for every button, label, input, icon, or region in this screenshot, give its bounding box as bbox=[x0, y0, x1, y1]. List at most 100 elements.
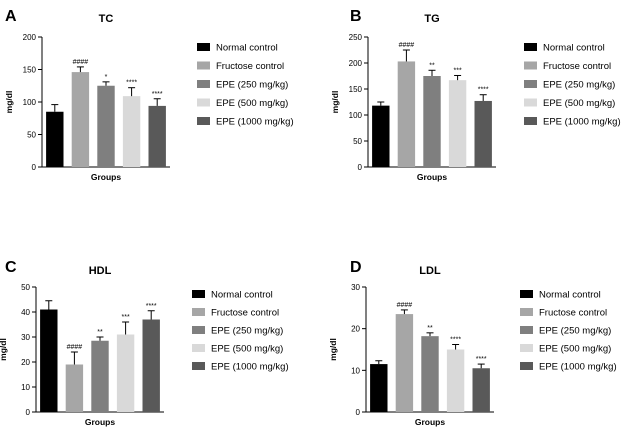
panel-c-y-axis-label: mg/dl bbox=[0, 338, 8, 361]
panel-c-title: HDL bbox=[89, 265, 112, 277]
panel-a-significance-label: #### bbox=[73, 59, 89, 66]
panel-d-legend-swatch bbox=[520, 362, 533, 370]
panel-c-legend-swatch bbox=[192, 362, 205, 370]
panel-a-y-tick-label: 100 bbox=[23, 98, 37, 107]
panel-c-significance-label: ** bbox=[97, 329, 103, 336]
panel-a-y-tick-label: 50 bbox=[27, 131, 36, 140]
panel-b-bar bbox=[423, 76, 441, 167]
panel-b-y-tick-label: 150 bbox=[349, 85, 363, 94]
panel-d-legend-label: EPE (1000 mg/kg) bbox=[539, 362, 617, 373]
panel-d-legend-label: Normal control bbox=[539, 290, 601, 301]
panel-d-bar bbox=[472, 368, 490, 412]
panel-a-y-axis-label: mg/dl bbox=[4, 91, 14, 114]
panel-b-legend-swatch bbox=[524, 43, 537, 51]
panel-d-legend-swatch bbox=[520, 326, 533, 334]
panel-b-legend-label: Fructose control bbox=[543, 61, 611, 72]
panel-d-bar bbox=[446, 349, 465, 412]
panel-d-significance-label: **** bbox=[476, 356, 487, 363]
panel-a-letter: A bbox=[5, 8, 17, 25]
panel-c-legend-swatch bbox=[192, 308, 205, 316]
panel-c-y-tick-label: 0 bbox=[26, 408, 31, 417]
panel-d-bar bbox=[395, 314, 414, 412]
panel-b-letter: B bbox=[350, 8, 362, 25]
panel-c-legend-swatch bbox=[192, 290, 205, 298]
panel-c-y-tick-label: 20 bbox=[21, 358, 30, 367]
panel-d-legend-swatch bbox=[520, 308, 533, 316]
panel-c-legend-label: Fructose control bbox=[211, 308, 279, 319]
panel-b-legend-label: EPE (500 mg/kg) bbox=[543, 98, 615, 109]
panel-c-legend-swatch bbox=[192, 344, 205, 352]
panel-d-legend-swatch bbox=[520, 344, 533, 352]
panel-a-significance-label: * bbox=[105, 74, 108, 81]
panel-a-y-tick-label: 200 bbox=[23, 33, 37, 42]
panel-b-legend-label: EPE (250 mg/kg) bbox=[543, 80, 615, 91]
panel-a-y-tick-label: 0 bbox=[32, 163, 37, 172]
panel-b-significance-label: ** bbox=[429, 62, 435, 69]
panel-a-x-axis-label: Groups bbox=[91, 172, 121, 182]
panel-d-y-tick-label: 20 bbox=[351, 325, 360, 334]
panel-b-legend-swatch bbox=[524, 80, 537, 88]
panel-b-bar bbox=[397, 61, 416, 167]
panel-d-bar bbox=[370, 364, 388, 412]
panel-a-significance-label: **** bbox=[126, 80, 137, 87]
panel-a-legend-swatch bbox=[197, 61, 210, 70]
panel-c-legend-swatch bbox=[192, 326, 205, 334]
panel-c-significance-label: *** bbox=[122, 314, 130, 321]
panel-b-y-tick-label: 100 bbox=[349, 111, 363, 120]
panel-d-legend-label: EPE (250 mg/kg) bbox=[539, 326, 611, 337]
panel-a-legend-swatch bbox=[197, 98, 210, 107]
panel-b-significance-label: *** bbox=[454, 67, 462, 74]
panel-c-legend-label: EPE (1000 mg/kg) bbox=[211, 362, 289, 373]
panel-c-bar bbox=[40, 309, 58, 412]
panel-d-y-tick-label: 0 bbox=[356, 408, 361, 417]
panel-a-title: TC bbox=[99, 13, 114, 25]
panel-c-bar bbox=[91, 340, 109, 412]
panel-a-legend-label: EPE (1000 mg/kg) bbox=[216, 117, 294, 128]
panel-b-legend-label: EPE (1000 mg/kg) bbox=[543, 117, 621, 128]
panel-d-x-axis-label: Groups bbox=[415, 417, 445, 427]
panel-d-y-tick-label: 10 bbox=[351, 366, 360, 375]
panel-b-significance-label: **** bbox=[478, 87, 489, 94]
panel-c-legend-label: EPE (500 mg/kg) bbox=[211, 344, 283, 355]
panel-d-y-tick-label: 30 bbox=[351, 283, 360, 292]
panel-b-x-axis-label: Groups bbox=[417, 172, 447, 182]
panel-d-significance-label: #### bbox=[397, 302, 413, 309]
panel-a-legend-swatch bbox=[197, 117, 210, 125]
panel-c-bar bbox=[142, 319, 160, 412]
panel-c-bar bbox=[116, 334, 135, 412]
panel-d-legend-label: EPE (500 mg/kg) bbox=[539, 344, 611, 355]
panel-b-legend-swatch bbox=[524, 98, 537, 107]
panel-b-y-tick-label: 200 bbox=[349, 59, 363, 68]
panel-d-significance-label: **** bbox=[450, 337, 461, 344]
panel-c-significance-label: **** bbox=[146, 303, 157, 310]
panel-b-legend-label: Normal control bbox=[543, 43, 605, 54]
panel-a-bar bbox=[122, 96, 141, 167]
panel-b-bar bbox=[372, 105, 390, 167]
panel-b-y-axis-label: mg/dl bbox=[330, 91, 340, 114]
panel-c-y-tick-label: 40 bbox=[21, 308, 30, 317]
panel-b-legend-swatch bbox=[524, 61, 537, 70]
panel-b-y-tick-label: 0 bbox=[358, 163, 363, 172]
panel-a-bar bbox=[46, 111, 64, 167]
panel-b-y-tick-label: 250 bbox=[349, 33, 363, 42]
panel-d-bar bbox=[421, 336, 439, 412]
panel-a-bar bbox=[148, 105, 166, 167]
panel-c-y-tick-label: 30 bbox=[21, 333, 30, 342]
panel-d-y-axis-label: mg/dl bbox=[328, 338, 338, 361]
panel-d-legend-label: Fructose control bbox=[539, 308, 607, 319]
panel-a-legend-swatch bbox=[197, 80, 210, 88]
panel-c-y-tick-label: 10 bbox=[21, 383, 30, 392]
panel-a-legend-label: EPE (500 mg/kg) bbox=[216, 98, 288, 109]
panel-a-bar bbox=[71, 72, 90, 167]
panel-a-legend-label: Normal control bbox=[216, 43, 278, 54]
panel-a-significance-label: **** bbox=[152, 91, 163, 98]
panel-d-legend-swatch bbox=[520, 290, 533, 298]
panel-b-legend-swatch bbox=[524, 117, 537, 125]
panel-c-x-axis-label: Groups bbox=[85, 417, 115, 427]
panel-a-bar bbox=[97, 85, 115, 167]
panel-b-title: TG bbox=[424, 13, 439, 25]
panel-b-significance-label: #### bbox=[399, 42, 415, 49]
panel-d-letter: D bbox=[350, 259, 362, 276]
panel-c-significance-label: #### bbox=[67, 344, 83, 351]
